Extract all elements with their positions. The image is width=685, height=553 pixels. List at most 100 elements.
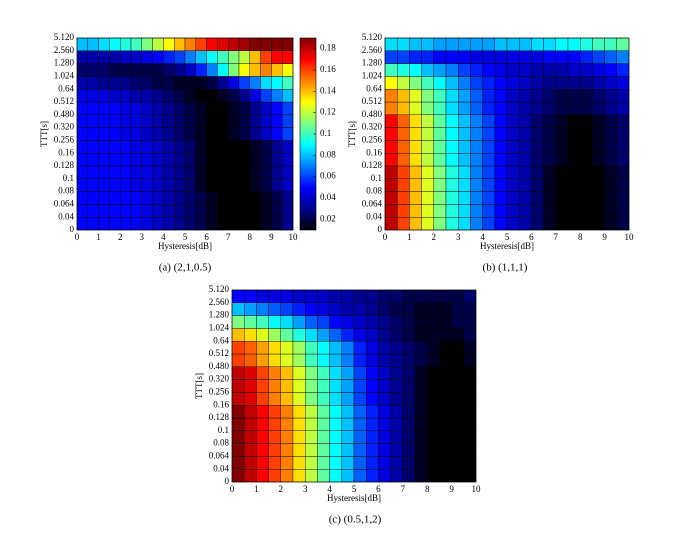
heatmap-cell [384, 63, 398, 77]
heatmap-cell [119, 152, 132, 167]
heatmap-cell [243, 341, 257, 355]
heatmap-cell [402, 302, 416, 316]
colorbar-tick-label: 0.12 [320, 107, 336, 117]
heatmap-cell [506, 76, 520, 90]
heatmap-cell [317, 289, 330, 304]
y-tick-label: 1.280 [209, 310, 230, 320]
heatmap-cell [463, 341, 477, 355]
heatmap-cell [414, 430, 428, 444]
heatmap-cell [555, 50, 569, 64]
heatmap-cell [616, 101, 630, 116]
heatmap-cell [439, 328, 452, 342]
heatmap-cell [378, 405, 391, 419]
heatmap-cell [184, 140, 197, 154]
heatmap-cell [341, 366, 355, 380]
heatmap-cell [421, 127, 435, 141]
heatmap-cell [329, 405, 343, 419]
heatmap-cell [76, 37, 89, 52]
heatmap-cell [87, 37, 99, 52]
heatmap-cell [482, 204, 496, 218]
colorbar-tick-label: 0.06 [320, 171, 336, 181]
heatmap-cell [76, 165, 89, 180]
heatmap-cell [271, 204, 283, 218]
caption: (c) (0.5,1,2) [329, 514, 382, 526]
heatmap-cell [98, 165, 110, 180]
heatmap-cell [329, 456, 343, 470]
heatmap-cell [206, 191, 218, 205]
heatmap-cell [268, 443, 282, 457]
heatmap-cell [366, 353, 379, 368]
heatmap-cell [397, 204, 410, 218]
heatmap-cell [519, 152, 532, 167]
heatmap-cell [341, 379, 355, 393]
heatmap-cell [256, 469, 269, 483]
x-tick-label: 8 [425, 484, 430, 494]
x-tick-label: 5 [352, 484, 357, 494]
x-tick-label: 10 [472, 484, 482, 494]
heatmap-cell [329, 328, 343, 342]
heatmap-cell [402, 328, 416, 342]
heatmap-cell [173, 216, 186, 231]
heatmap-cell [280, 469, 294, 483]
heatmap-cell [217, 191, 229, 205]
heatmap-cell [206, 76, 218, 90]
heatmap-cell [282, 50, 294, 64]
heatmap-cell [238, 88, 251, 103]
y-tick-label: 0.08 [366, 186, 382, 196]
heatmap-cell [329, 379, 343, 393]
heatmap-cell [390, 379, 404, 393]
heatmap-cell [567, 88, 581, 103]
heatmap-cell [280, 353, 294, 368]
heatmap-cell [519, 127, 532, 141]
heatmap-cell [451, 456, 465, 470]
heatmap-cell [451, 328, 465, 342]
heatmap-cell [260, 37, 272, 52]
heatmap-cell [243, 289, 257, 304]
heatmap-cell [463, 289, 477, 304]
y-tick-label: 0.64 [58, 83, 74, 93]
heatmap-cell [433, 178, 447, 192]
heatmap-cell [256, 456, 269, 470]
heatmap-cell [402, 456, 416, 470]
heatmap-cell [421, 114, 435, 128]
heatmap-cell [421, 216, 435, 231]
heatmap-cell [305, 328, 318, 342]
heatmap-cell [353, 430, 367, 444]
heatmap-cell [341, 443, 355, 457]
heatmap-cell [184, 50, 197, 64]
heatmap-cell [433, 140, 447, 154]
heatmap-cell [445, 127, 459, 141]
heatmap-cell [433, 37, 447, 52]
heatmap-cell [494, 140, 508, 154]
heatmap-cell [353, 315, 367, 329]
heatmap-cell [184, 165, 197, 180]
y-tick-label: 0.320 [362, 122, 383, 132]
heatmap-cell [414, 353, 428, 368]
heatmap-cell [482, 191, 496, 205]
heatmap-cell [616, 114, 630, 128]
y-tick-label: 1.280 [362, 58, 383, 68]
heatmap-cell [580, 101, 593, 116]
heatmap-cell [353, 417, 367, 432]
x-axis-label: Hysteresis[dB] [480, 241, 534, 251]
heatmap-cell [402, 430, 416, 444]
heatmap-cell [317, 341, 330, 355]
heatmap-cell [280, 430, 294, 444]
heatmap-cell [341, 289, 355, 304]
heatmap-cell [414, 417, 428, 432]
heatmap-cell [519, 50, 532, 64]
heatmap-cell [409, 204, 422, 218]
x-axis-label: Hysteresis[dB] [327, 493, 381, 503]
heatmap-cell [445, 114, 459, 128]
heatmap-cell [152, 127, 164, 141]
heatmap-cell [141, 50, 153, 64]
heatmap-cell [409, 127, 422, 141]
heatmap-cell [397, 165, 410, 180]
caption: (b) (1,1,1) [483, 262, 528, 274]
heatmap-cell [195, 204, 207, 218]
heatmap-cell [292, 379, 306, 393]
heatmap-cell [604, 37, 617, 52]
colorbar-tick-label: 0.18 [320, 43, 336, 53]
heatmap-cell [409, 191, 422, 205]
heatmap-cell [414, 379, 428, 393]
